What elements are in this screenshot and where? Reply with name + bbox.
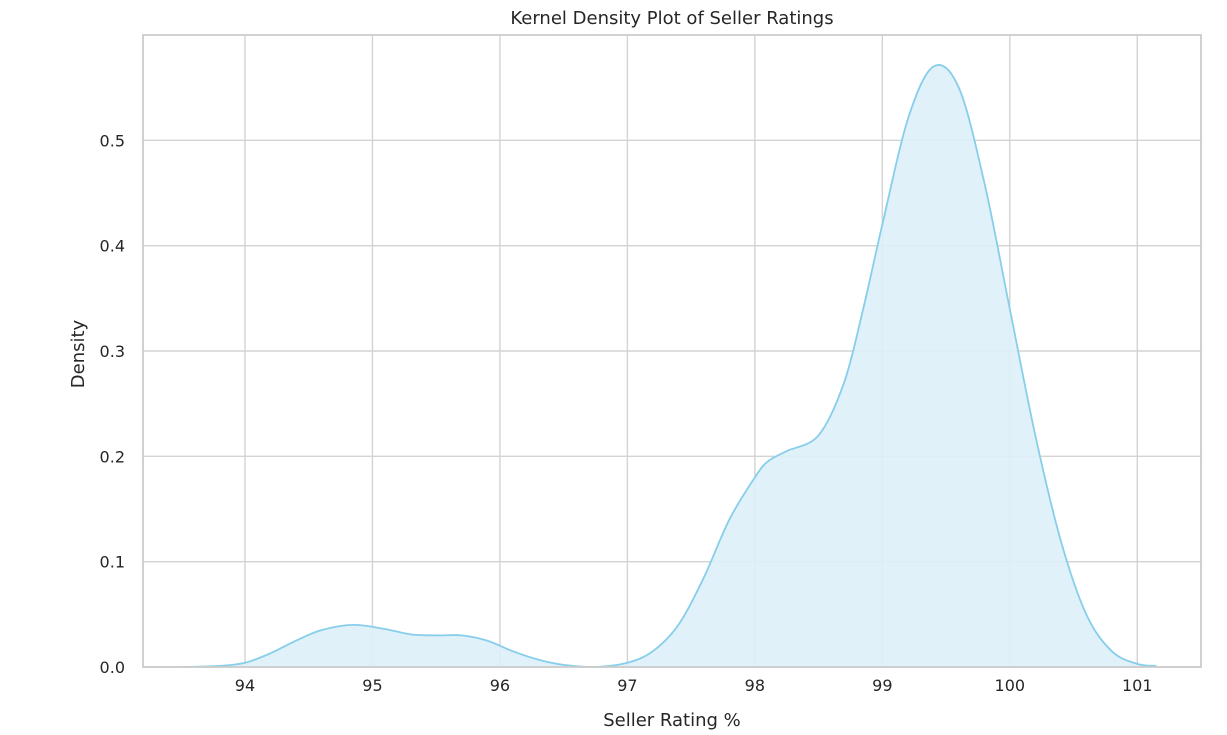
x-tick-label: 97: [617, 676, 637, 695]
y-tick-label: 0.0: [100, 658, 125, 677]
x-axis-label: Seller Rating %: [603, 710, 741, 731]
x-tick-labels: 94 95 96 97 98 99 100 101: [235, 676, 1153, 695]
x-tick-label: 94: [235, 676, 255, 695]
x-tick-label: 100: [995, 676, 1026, 695]
x-tick-label: 95: [362, 676, 382, 695]
y-axis-label: Density: [68, 319, 89, 388]
y-tick-label: 0.4: [100, 237, 125, 256]
density-fill: [181, 64, 1157, 668]
y-tick-label: 0.5: [100, 131, 125, 150]
y-tick-labels: 0.0 0.1 0.2 0.3 0.4 0.5: [100, 131, 125, 677]
x-tick-label: 101: [1122, 676, 1153, 695]
chart-title: Kernel Density Plot of Seller Ratings: [510, 8, 833, 29]
x-tick-label: 98: [745, 676, 765, 695]
y-tick-label: 0.3: [100, 342, 125, 361]
density-line: [181, 64, 1157, 668]
x-tick-label: 96: [490, 676, 510, 695]
y-tick-label: 0.2: [100, 447, 125, 466]
x-tick-label: 99: [872, 676, 892, 695]
y-tick-label: 0.1: [100, 553, 125, 572]
density-area: [181, 64, 1157, 668]
plot-frame: [142, 34, 1202, 668]
